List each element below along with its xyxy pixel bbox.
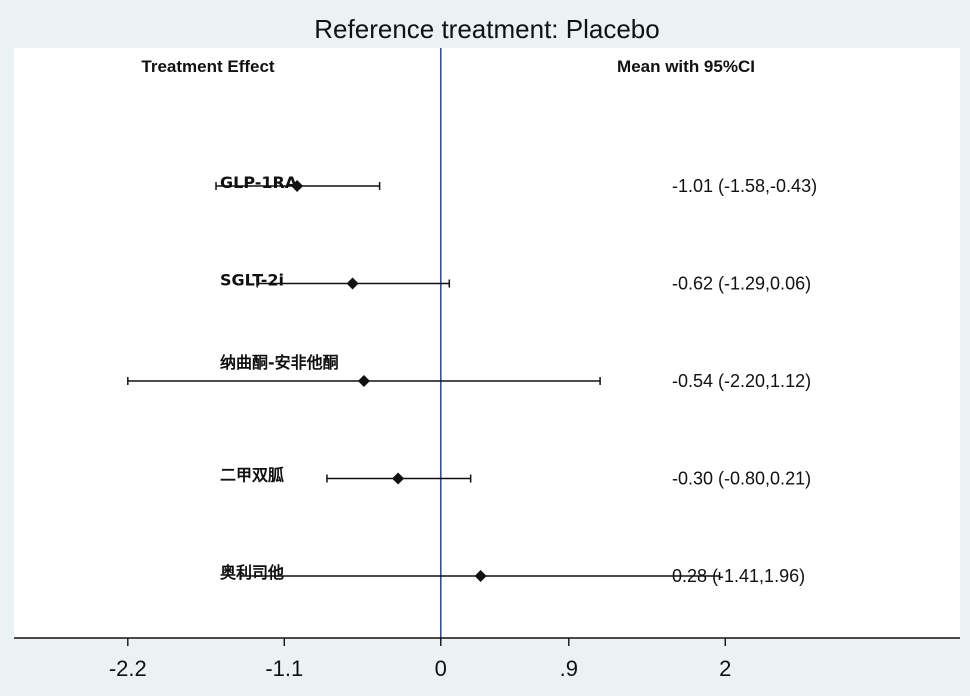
right-column-header: Mean with 95%CI (617, 57, 755, 76)
mean-marker-2 (357, 375, 370, 387)
row-label-1: SGLT-2i (220, 271, 284, 290)
row-label-0: GLP-1RA (220, 173, 298, 192)
ci-value-text-4: 0.28 (-1.41,1.96) (672, 566, 805, 586)
x-tick-label-2: 0 (435, 656, 447, 681)
mean-marker-4 (474, 570, 487, 582)
ci-value-text-3: -0.30 (-0.80,0.21) (672, 469, 811, 489)
mean-marker-0 (291, 180, 304, 192)
chart-marks: -2.2 -1.1 0 .9 2 GLP-1RA -1.01 (-1.58,-0.43) SG… (14, 48, 960, 681)
left-column-header: Treatment Effect (141, 57, 275, 76)
mean-marker-3 (392, 472, 405, 485)
ci-value-text-2: -0.54 (-2.20,1.12) (672, 371, 811, 391)
chart-title: Reference treatment: Placebo (314, 14, 659, 44)
row-label-2: 纳曲酮-安非他酮 (220, 353, 339, 372)
row-label-3: 二甲双胍 (220, 466, 284, 485)
x-tick-label-3: .9 (560, 656, 578, 681)
x-tick-label-1: -1.1 (265, 656, 303, 681)
mean-marker-1 (346, 277, 359, 290)
plot-panel (14, 48, 960, 638)
x-tick-label-0: -2.2 (109, 656, 147, 681)
ci-value-text-0: -1.01 (-1.58,-0.43) (672, 176, 817, 196)
row-label-4: 奥利司他 (220, 563, 284, 582)
ci-value-text-1: -0.62 (-1.29,0.06) (672, 274, 811, 294)
x-tick-label-4: 2 (719, 656, 731, 681)
